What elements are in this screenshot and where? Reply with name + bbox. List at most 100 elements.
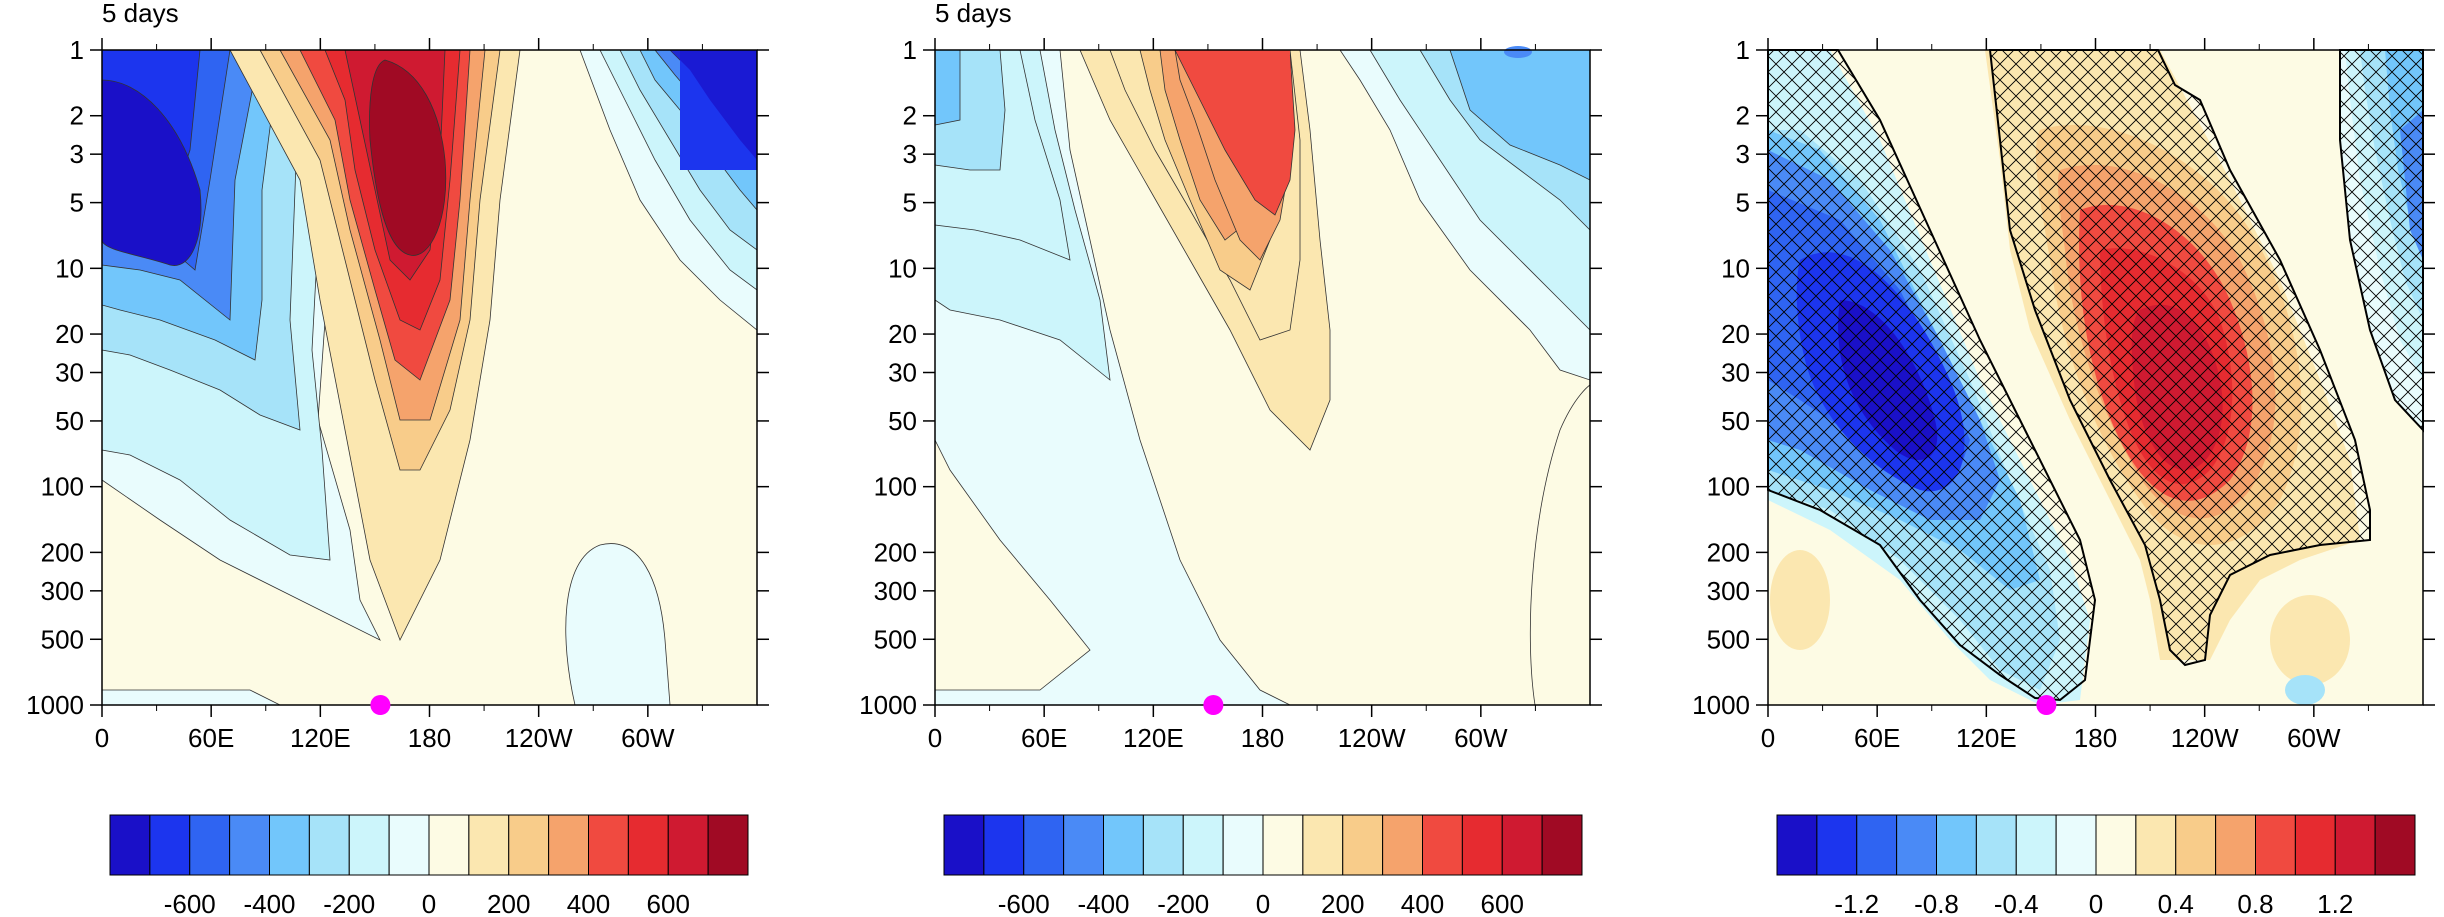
y-tick-label: 2 [1736, 101, 1750, 131]
y-tick-label: 300 [41, 576, 84, 606]
panel-1-title: 5 days [102, 0, 179, 28]
colorbar-swatch [1936, 814, 1977, 876]
colorbar-label: -0.4 [1994, 889, 2039, 917]
panel-2-plot-area [934, 46, 1591, 706]
colorbar-swatch [1541, 814, 1583, 876]
colorbar-swatch [2255, 814, 2296, 876]
colorbar-label: 0 [422, 889, 436, 917]
y-tick-label: 3 [903, 139, 917, 169]
colorbar-label: -600 [164, 889, 216, 917]
x-tick-label: 60E [1021, 723, 1067, 753]
x-tick-label: 180 [2074, 723, 2117, 753]
colorbar-swatch [2215, 814, 2256, 876]
panel-3-plot-area [1767, 49, 2424, 706]
colorbar-label: 400 [1401, 889, 1444, 917]
panel-2-x-ticks: 0 60E 120E 180 120W 60W [928, 38, 1536, 753]
colorbar-label: 0.4 [2158, 889, 2194, 917]
colorbar-swatch [388, 814, 430, 876]
x-tick-label: 60W [621, 723, 675, 753]
colorbar-swatch [1023, 814, 1065, 876]
colorbar-swatch [667, 814, 709, 876]
colorbar-swatch [468, 814, 510, 876]
y-tick-label: 20 [1721, 319, 1750, 349]
colorbar-swatch [508, 814, 550, 876]
colorbar-label: 600 [647, 889, 690, 917]
colorbar-swatch [588, 814, 629, 876]
y-tick-label: 30 [888, 358, 917, 388]
y-tick-label: 500 [41, 624, 84, 654]
colorbar-swatch [189, 814, 231, 876]
colorbar-label: -1.2 [1834, 889, 1879, 917]
colorbar-label: 200 [1321, 889, 1364, 917]
colorbar-swatch [2294, 814, 2336, 876]
x-tick-label: 60E [188, 723, 234, 753]
y-tick-label: 3 [70, 139, 84, 169]
colorbar-swatch [627, 814, 669, 876]
colorbar-swatch [548, 814, 589, 876]
x-tick-label: 60W [1454, 723, 1508, 753]
panel-1-marker [370, 695, 391, 715]
colorbar-swatch [1302, 814, 1344, 876]
y-tick-label: 5 [70, 188, 84, 218]
colorbar-swatch [1262, 814, 1304, 876]
panel-2-title: 5 days [935, 0, 1012, 28]
y-tick-label: 200 [1707, 537, 1750, 567]
panel-2: 5 days 0 60E 120E 180 [859, 0, 1602, 917]
colorbar-label: 0 [1256, 889, 1270, 917]
y-tick-label: 300 [1707, 576, 1750, 606]
y-tick-label: 100 [874, 472, 917, 502]
y-tick-label: 1000 [26, 690, 84, 720]
x-tick-label: 120W [1338, 723, 1406, 753]
y-tick-label: 10 [1721, 253, 1750, 283]
y-tick-label: 500 [874, 624, 917, 654]
colorbar-label: -200 [323, 889, 375, 917]
x-tick-label: 0 [1761, 723, 1775, 753]
colorbar-swatch [1776, 814, 1818, 876]
colorbar-label: -0.8 [1914, 889, 1959, 917]
panel-3-marker [2036, 695, 2057, 715]
x-tick-label: 120W [2171, 723, 2239, 753]
colorbar-swatch [1382, 814, 1423, 876]
panel-3-colorbar: -1.2 -0.8 -0.4 0 0.4 0.8 1.2 [1776, 814, 2416, 917]
colorbar-swatch [2095, 814, 2137, 876]
x-tick-label: 180 [408, 723, 451, 753]
colorbar-swatch [1501, 814, 1543, 876]
x-tick-label: 120W [505, 723, 573, 753]
panel-2-colorbar: -600 -400 -200 0 200 400 600 [943, 814, 1583, 917]
colorbar-swatch [1816, 814, 1858, 876]
x-tick-label: 60E [1854, 723, 1900, 753]
colorbar-label: -400 [1077, 889, 1129, 917]
y-tick-label: 50 [55, 406, 84, 436]
y-tick-label: 20 [888, 319, 917, 349]
y-tick-label: 100 [41, 472, 84, 502]
y-tick-label: 200 [874, 537, 917, 567]
y-tick-label: 30 [55, 358, 84, 388]
colorbar-swatch [428, 814, 470, 876]
y-tick-label: 30 [1721, 358, 1750, 388]
colorbar-label: 0 [2089, 889, 2103, 917]
y-tick-label: 2 [70, 101, 84, 131]
y-tick-label: 5 [1736, 188, 1750, 218]
colorbar-swatch [2175, 814, 2217, 876]
panel-2-marker [1203, 695, 1224, 715]
y-tick-label: 100 [1707, 472, 1750, 502]
y-tick-label: 20 [55, 319, 84, 349]
colorbar-swatch [1856, 814, 1898, 876]
y-tick-label: 50 [888, 406, 917, 436]
y-tick-label: 200 [41, 537, 84, 567]
colorbar-swatch [983, 814, 1025, 876]
y-tick-label: 1 [1736, 35, 1750, 65]
y-tick-label: 300 [874, 576, 917, 606]
colorbar-swatch [1142, 814, 1184, 876]
y-tick-label: 3 [1736, 139, 1750, 169]
colorbar-label: 0.8 [2237, 889, 2273, 917]
colorbar-label: 400 [567, 889, 610, 917]
x-tick-label: 0 [928, 723, 942, 753]
colorbar-label: -200 [1157, 889, 1209, 917]
y-tick-label: 10 [55, 253, 84, 283]
colorbar-swatch [1103, 814, 1144, 876]
colorbar-swatch [308, 814, 350, 876]
colorbar-swatch [269, 814, 310, 876]
y-tick-label: 10 [888, 253, 917, 283]
y-tick-label: 1 [903, 35, 917, 65]
